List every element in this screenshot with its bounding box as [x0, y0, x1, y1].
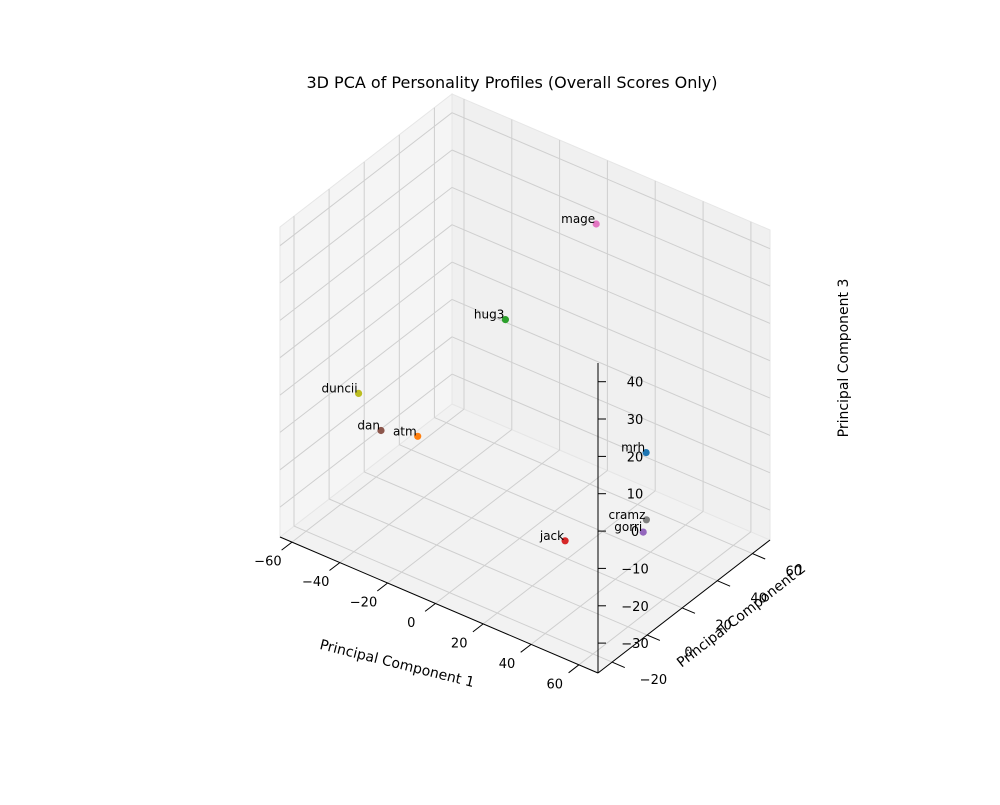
data-point-label-atm: atm	[393, 424, 417, 438]
y-grid-floor	[364, 471, 683, 609]
z-axis-label: Principal Component 3	[836, 279, 852, 438]
y-grid-floor	[434, 417, 753, 555]
y-grid-floor	[293, 525, 613, 663]
x-tick	[568, 664, 580, 674]
x-tick	[472, 623, 484, 633]
y-tick	[682, 607, 696, 614]
data-point-jack	[561, 537, 569, 545]
x-grid-floor	[482, 490, 656, 625]
data-point-label-jack: jack	[539, 529, 564, 543]
y-tick	[611, 661, 625, 669]
data-point-label-mage: mage	[561, 212, 595, 226]
y-tick-label: 0	[684, 646, 692, 661]
z-grid-leftwall	[279, 187, 453, 321]
z-tick-label: −30	[621, 637, 648, 652]
data-point-gorri	[639, 528, 647, 536]
z-grid-leftwall	[279, 373, 453, 508]
z-tick-label: 10	[627, 488, 644, 503]
x-grid-floor	[387, 449, 560, 584]
data-point-duncii	[355, 389, 363, 397]
y-grid-floor	[328, 498, 648, 636]
x-grid-floor	[291, 408, 465, 543]
z-grid-backwall	[451, 261, 771, 399]
y-axis-line	[597, 539, 771, 674]
data-point-mage	[592, 220, 600, 228]
data-point-label-dan: dan	[357, 419, 380, 433]
z-grid-backwall	[451, 224, 771, 362]
data-point-hug3	[501, 316, 509, 324]
y-grid-floor	[399, 444, 718, 582]
x-tick-label: −20	[350, 596, 377, 611]
data-point-label-gorri: gorri	[614, 520, 642, 534]
z-tick-label: 0	[631, 525, 639, 540]
x-tick-label: 40	[499, 657, 516, 672]
gridlines	[279, 99, 771, 666]
axes-panes	[279, 92, 771, 674]
z-grid-leftwall	[279, 261, 453, 396]
x-grid-floor	[578, 531, 752, 666]
z-tick-label: 40	[627, 376, 644, 391]
z-grid-backwall	[451, 373, 771, 511]
z-grid-leftwall	[279, 336, 453, 471]
z-tick-label: −10	[621, 562, 648, 577]
z-tick-label: 30	[627, 413, 644, 428]
z-tick-label: 20	[627, 450, 644, 465]
y-tick-label: 40	[750, 591, 767, 606]
x-tick	[376, 582, 388, 592]
axes: −60 −40 −20 0 20 40 60 −20 0 20 40 60 −30 −20 −10 0 10 20…	[254, 363, 802, 692]
z-tick-label: −20	[621, 600, 648, 615]
z-grid-leftwall	[279, 224, 453, 359]
data-point-label-cramz: cramz	[609, 508, 646, 522]
y-tick-label: 20	[715, 619, 732, 634]
z-grid-leftwall	[279, 149, 453, 284]
x-grid-floor	[530, 511, 704, 645]
x-tick	[329, 562, 341, 571]
z-grid-leftwall	[279, 299, 453, 433]
x-tick-label: −40	[302, 575, 329, 590]
x-tick-label: 60	[547, 677, 564, 692]
back-wall-pane	[451, 93, 771, 541]
x-axis-line	[279, 536, 599, 674]
x-tick	[520, 644, 532, 653]
data-point-mrh	[642, 449, 650, 457]
z-grid-backwall	[451, 186, 771, 324]
data-points: mrh atm hug3 jack gorri dan mage cramz duncii	[322, 212, 651, 545]
x-tick-label: 20	[451, 637, 468, 652]
x-grid-floor	[339, 429, 513, 563]
z-grid-backwall	[451, 336, 771, 474]
chart-title: 3D PCA of Personality Profiles (Overall …	[306, 73, 717, 92]
y-tick-label: −20	[640, 673, 667, 688]
x-tick	[424, 603, 436, 612]
y-tick-label: 60	[786, 564, 803, 579]
z-grid-leftwall	[279, 112, 453, 247]
data-point-label-duncii: duncii	[322, 381, 358, 395]
y-tick	[717, 580, 731, 587]
data-point-label-mrh: mrh	[621, 441, 645, 455]
y-tick	[752, 553, 766, 560]
x-tick	[281, 541, 293, 551]
z-grid-backwall	[451, 112, 771, 250]
data-point-label-hug3: hug3	[474, 308, 504, 322]
data-point-atm	[414, 432, 422, 440]
y-tick	[646, 634, 661, 641]
data-point-dan	[377, 426, 385, 435]
x-grid-floor	[435, 470, 608, 604]
x-tick-label: 0	[407, 616, 415, 631]
z-grid-backwall	[451, 149, 771, 287]
x-tick-label: −60	[254, 555, 281, 570]
data-point-cramz	[642, 516, 651, 524]
